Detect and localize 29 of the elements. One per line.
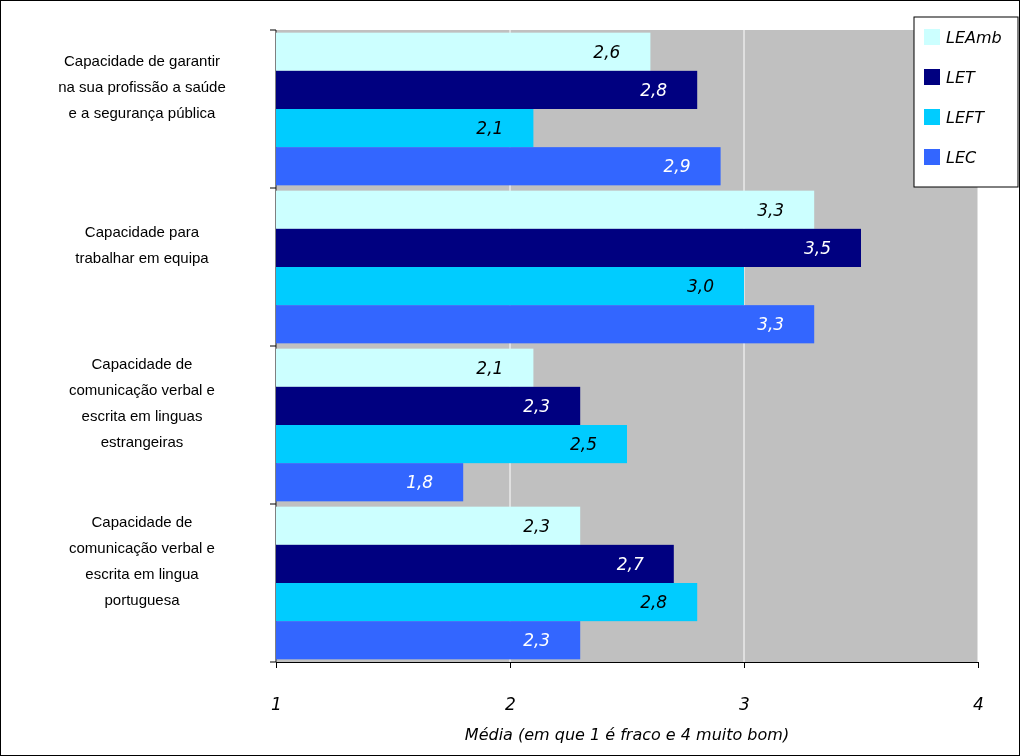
data-label: 2,3 (523, 630, 551, 651)
y-tick-label: Capacidade de comunicação verbal e escrita em linguas estrangeiras (69, 355, 215, 450)
data-label: 3,5 (803, 237, 831, 258)
data-label: 2,5 (569, 434, 597, 455)
data-label: 3,3 (757, 314, 785, 335)
data-label: 2,1 (476, 118, 504, 139)
y-tick-label: Capacidade de comunicação verbal e escrita em lingua portuguesa (69, 513, 215, 608)
data-label: 2,3 (523, 395, 551, 416)
data-label: 2,3 (523, 515, 551, 536)
data-label: 2,7 (616, 553, 644, 574)
legend-label: LEFT (946, 108, 986, 127)
data-label: 2,9 (663, 156, 691, 177)
x-tick-label: 4 (973, 694, 984, 715)
legend-label: LET (946, 68, 977, 87)
legend-label: LEAmb (946, 28, 1002, 47)
data-label: 3,3 (757, 199, 785, 220)
y-tick-label: Capacidade para trabalhar em equipa (75, 223, 210, 266)
y-tick-label: Capacidade de garantir na sua profissão a saúde e a segurança pública (58, 52, 226, 121)
data-label: 2,8 (640, 79, 668, 100)
data-label: 2,1 (476, 357, 504, 378)
x-axis-title: Média (em que 1 é fraco e 4 muito bom) (464, 725, 790, 744)
data-label: 1,8 (406, 472, 434, 493)
x-tick-label: 2 (505, 694, 516, 715)
data-label: 2,6 (593, 41, 621, 62)
x-tick-label: 1 (271, 694, 282, 715)
data-label: 2,8 (640, 592, 668, 613)
data-label: 3,0 (686, 276, 714, 297)
x-tick-label: 3 (739, 694, 750, 715)
legend-label: LEC (946, 148, 978, 167)
